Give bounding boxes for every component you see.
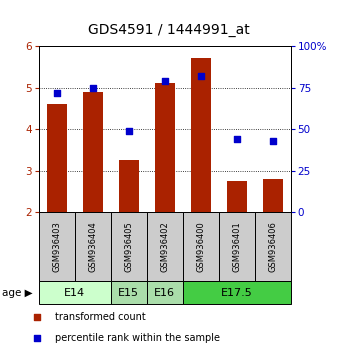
Text: transformed count: transformed count bbox=[55, 312, 146, 322]
Text: GSM936400: GSM936400 bbox=[196, 222, 205, 272]
Text: GSM936406: GSM936406 bbox=[268, 222, 277, 272]
Text: GSM936405: GSM936405 bbox=[124, 222, 133, 272]
Point bbox=[126, 128, 131, 134]
Bar bbox=[263, 179, 283, 212]
Bar bbox=[39, 212, 75, 281]
Bar bbox=[111, 281, 147, 304]
Bar bbox=[75, 212, 111, 281]
Point bbox=[34, 314, 39, 320]
Bar bbox=[147, 212, 183, 281]
Text: E14: E14 bbox=[64, 288, 86, 298]
Bar bbox=[39, 281, 111, 304]
Text: E16: E16 bbox=[154, 288, 175, 298]
Bar bbox=[111, 212, 147, 281]
Text: GSM936403: GSM936403 bbox=[52, 222, 62, 272]
Bar bbox=[183, 281, 291, 304]
Text: percentile rank within the sample: percentile rank within the sample bbox=[55, 333, 220, 343]
Point bbox=[234, 136, 239, 142]
Bar bbox=[191, 58, 211, 212]
Bar bbox=[255, 212, 291, 281]
Point bbox=[270, 138, 275, 144]
Text: E17.5: E17.5 bbox=[221, 288, 252, 298]
Point bbox=[162, 78, 168, 84]
Text: GSM936404: GSM936404 bbox=[88, 222, 97, 272]
Bar bbox=[227, 181, 247, 212]
Bar bbox=[119, 160, 139, 212]
Point bbox=[198, 73, 203, 79]
Bar bbox=[83, 92, 103, 212]
Text: GDS4591 / 1444991_at: GDS4591 / 1444991_at bbox=[88, 23, 250, 37]
Text: GSM936401: GSM936401 bbox=[232, 222, 241, 272]
Text: E15: E15 bbox=[118, 288, 139, 298]
Point bbox=[54, 90, 59, 96]
Text: GSM936402: GSM936402 bbox=[160, 222, 169, 272]
Point bbox=[90, 85, 96, 91]
Bar bbox=[147, 281, 183, 304]
Bar bbox=[155, 84, 175, 212]
Bar bbox=[183, 212, 219, 281]
Bar bbox=[219, 212, 255, 281]
Bar bbox=[47, 104, 67, 212]
Text: age ▶: age ▶ bbox=[2, 288, 32, 298]
Point bbox=[34, 335, 39, 341]
